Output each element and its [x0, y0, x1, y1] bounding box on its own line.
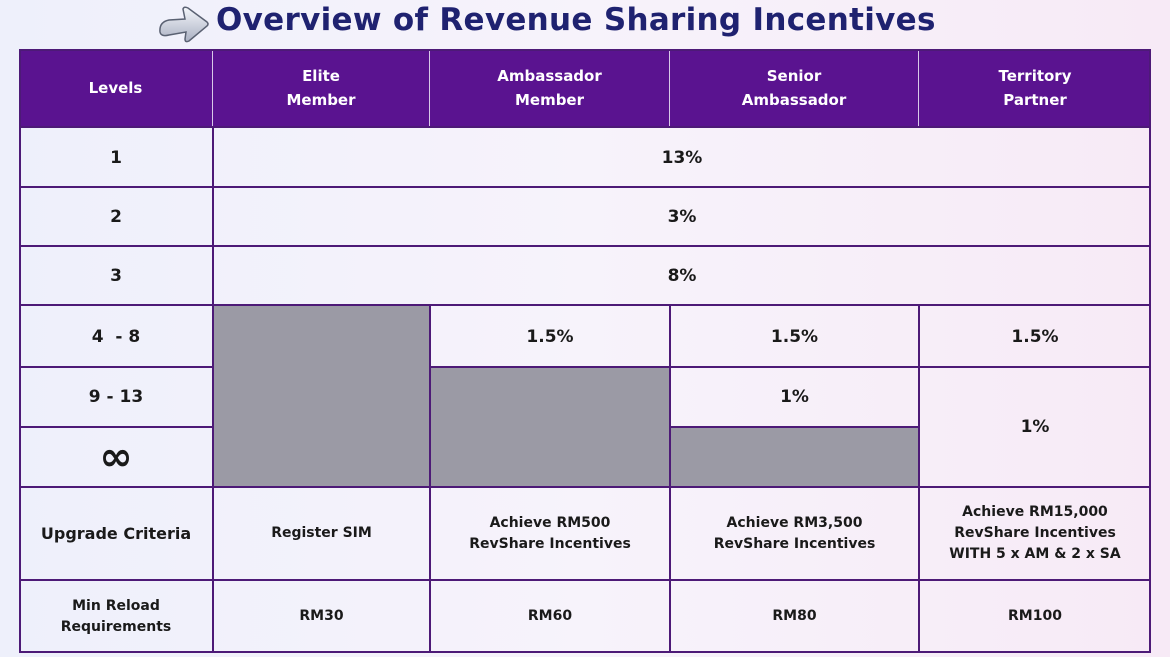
- level-9-13-senior-percent: 1%: [780, 387, 809, 407]
- grid-line: [919, 366, 1151, 368]
- header-elite-member: Elite Member: [213, 49, 430, 126]
- header-territory-line1: Territory: [998, 66, 1072, 85]
- level-2-percent: 3%: [667, 206, 697, 227]
- upgrade-territory-line2: RevShare Incentives: [954, 525, 1116, 541]
- upgrade-territory-line3: WITH 5 x AM & 2 x SA: [949, 546, 1121, 562]
- upgrade-senior-line1: Achieve RM3,500: [726, 514, 863, 531]
- grid-line: [19, 579, 1151, 581]
- title-bar: Overview of Revenue Sharing Incentives: [0, 0, 1170, 48]
- level-9-13-text: 9 - 13: [88, 387, 144, 407]
- level-3-value: 8%: [213, 246, 1151, 305]
- level-9-inf-territory-percent: 1%: [1020, 417, 1050, 437]
- reload-elite-value: RM30: [299, 608, 344, 624]
- header-elite-line2: Member: [286, 90, 356, 109]
- reload-territory-value: RM100: [1008, 608, 1062, 624]
- level-9-13-label: 9 - 13: [19, 367, 213, 427]
- level-4-8-senior-percent: 1.5%: [770, 326, 819, 347]
- level-2-text: 2: [110, 206, 122, 227]
- header-ambassador-line2: Member: [514, 90, 585, 109]
- infinity-symbol: ∞: [99, 434, 133, 480]
- level-4-8-label: 4 - 8: [19, 306, 213, 367]
- upgrade-elite-text: Register SIM: [271, 525, 372, 541]
- header-senior-ambassador: Senior Ambassador: [670, 49, 919, 126]
- upgrade-territory: Achieve RM15,000 RevShare Incentives WIT…: [919, 487, 1151, 580]
- min-reload-line1: Min Reload: [72, 597, 160, 614]
- level-1-text: 1: [110, 147, 122, 168]
- upgrade-ambassador-line2: RevShare Incentives: [469, 535, 631, 552]
- header-ambassador-member: Ambassador Member: [430, 49, 670, 126]
- header-levels-label: Levels: [88, 78, 143, 97]
- min-reload-label: Min Reload Requirements: [19, 580, 213, 653]
- level-1-label: 1: [19, 128, 213, 187]
- grid-line: [19, 304, 1151, 306]
- upgrade-senior-line2: RevShare Incentives: [713, 535, 876, 552]
- reload-ambassador-value: RM60: [527, 608, 573, 624]
- level-2-value: 3%: [213, 187, 1151, 246]
- header-territory-line2: Partner: [1003, 90, 1067, 109]
- upgrade-ambassador: Achieve RM500 RevShare Incentives: [430, 487, 670, 580]
- level-4-8-ambassador: 1.5%: [430, 306, 670, 367]
- header-senior-line1: Senior: [766, 66, 822, 85]
- upgrade-territory-line1: Achieve RM15,000: [962, 504, 1108, 520]
- grid-line: [918, 304, 920, 653]
- reload-elite: RM30: [213, 580, 430, 653]
- header-ambassador-line1: Ambassador: [497, 66, 602, 85]
- min-reload-line2: Requirements: [60, 618, 172, 635]
- grid-line: [669, 304, 671, 653]
- upgrade-criteria-text: Upgrade Criteria: [40, 524, 192, 543]
- header-territory-partner: Territory Partner: [919, 49, 1151, 126]
- upgrade-senior: Achieve RM3,500 RevShare Incentives: [670, 487, 919, 580]
- upgrade-ambassador-line1: Achieve RM500: [489, 514, 611, 531]
- level-1-value: 13%: [213, 128, 1151, 187]
- level-2-label: 2: [19, 187, 213, 246]
- grid-line: [19, 426, 213, 428]
- reload-ambassador: RM60: [430, 580, 670, 653]
- ambassador-unavailable-block: [430, 367, 670, 487]
- grid-line: [19, 245, 1151, 247]
- header-levels: Levels: [19, 49, 213, 126]
- level-4-8-text: 4 - 8: [91, 326, 141, 347]
- elite-unavailable-block: [213, 306, 430, 487]
- grid-line: [19, 366, 213, 368]
- reload-senior-value: RM80: [772, 608, 817, 624]
- level-3-label: 3: [19, 246, 213, 305]
- grid-line: [429, 304, 431, 653]
- grid-line: [430, 366, 919, 368]
- level-4-8-territory: 1.5%: [919, 306, 1151, 367]
- level-4-8-ambassador-percent: 1.5%: [526, 326, 574, 347]
- header-elite-line1: Elite: [302, 66, 340, 85]
- grid-line: [19, 126, 1151, 128]
- grid-line: [19, 186, 1151, 188]
- grid-line: [212, 126, 214, 653]
- page-title: Overview of Revenue Sharing Incentives: [216, 2, 936, 38]
- level-9-13-senior: 1%: [670, 367, 919, 427]
- grid-line: [670, 426, 919, 428]
- reload-territory: RM100: [919, 580, 1151, 653]
- level-3-text: 3: [110, 265, 122, 286]
- level-4-8-territory-percent: 1.5%: [1011, 326, 1059, 347]
- upgrade-elite: Register SIM: [213, 487, 430, 580]
- level-9-inf-territory: 1%: [919, 367, 1151, 487]
- infinity-icon: ∞: [19, 427, 213, 487]
- level-4-8-senior: 1.5%: [670, 306, 919, 367]
- senior-unavailable-block: [670, 427, 919, 487]
- upgrade-criteria-label: Upgrade Criteria: [19, 487, 213, 580]
- level-3-percent: 8%: [667, 265, 697, 286]
- header-senior-line2: Ambassador: [741, 90, 847, 109]
- level-1-percent: 13%: [661, 147, 703, 168]
- grid-line: [19, 486, 1151, 488]
- reload-senior: RM80: [670, 580, 919, 653]
- revenue-sharing-table: Levels Elite Member Ambassador Member Se…: [19, 49, 1151, 653]
- pointing-arrow-icon: [159, 6, 209, 43]
